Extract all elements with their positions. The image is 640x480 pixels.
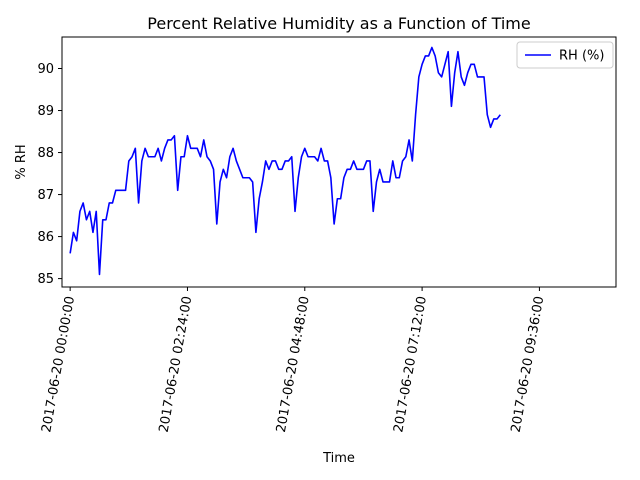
y-tick-label: 87: [37, 188, 54, 203]
y-tick-label: 88: [37, 146, 54, 161]
y-tick-label: 86: [37, 230, 54, 245]
y-tick-label: 85: [37, 272, 54, 287]
y-tick-label: 90: [37, 62, 54, 77]
y-tick-label: 89: [37, 104, 54, 119]
legend-label-rh: RH (%): [559, 49, 604, 64]
y-axis-title: % RH: [14, 144, 29, 179]
series-line-rh: [69, 46, 501, 276]
plot-area: [69, 46, 501, 276]
chart-title: Percent Relative Humidity as a Function …: [147, 14, 530, 33]
y-axis: 85 86 87 88 89 90: [37, 62, 62, 287]
plot-frame: [61, 36, 617, 288]
x-axis-title: Time: [322, 451, 355, 466]
legend: RH (%): [516, 41, 614, 69]
legend-box: [516, 41, 614, 69]
